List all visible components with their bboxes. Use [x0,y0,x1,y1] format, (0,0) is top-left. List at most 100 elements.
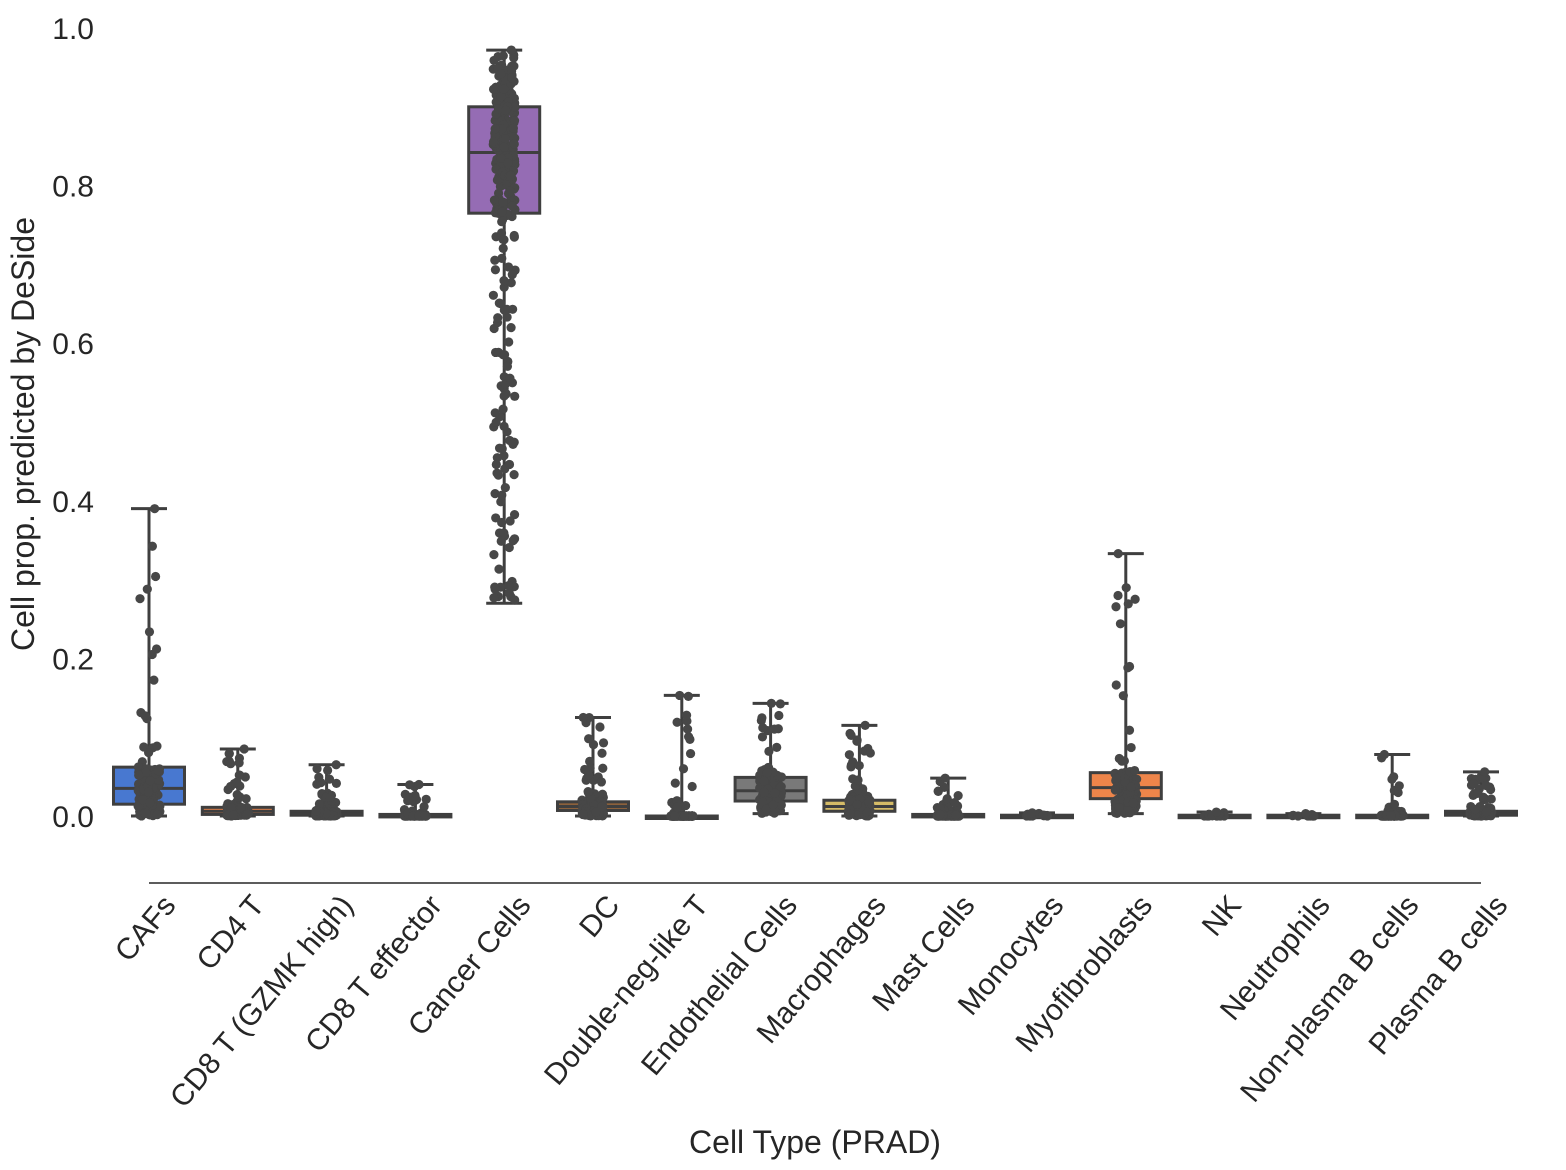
data-point [670,778,680,788]
data-point [583,787,593,797]
data-point [1481,807,1492,817]
data-point [844,750,854,760]
data-point [504,580,514,591]
data-point [679,811,690,821]
box-group [1444,767,1518,821]
data-point [578,712,588,723]
box-group [1000,808,1074,821]
x-tick-label: DC [573,889,626,943]
data-point [488,84,499,94]
data-point [1470,804,1480,815]
data-point [766,698,776,708]
y-axis: 0.0 0.2 0.4 0.6 0.8 1.0 [52,13,94,834]
data-point [1386,811,1396,821]
data-point [758,723,768,733]
box-group [1177,807,1252,821]
data-point [498,404,508,414]
data-point [241,794,251,804]
box-group [733,698,808,818]
data-point [501,105,511,115]
data-point [493,104,503,114]
data-point [239,744,249,754]
data-point [150,571,161,582]
y-tick-label: 0.8 [52,171,94,204]
data-point [506,278,516,288]
data-point [234,758,244,768]
data-point [864,796,874,807]
y-tick-label: 0.4 [52,486,94,519]
data-point [1379,749,1389,760]
data-point [509,470,519,480]
data-point [414,779,424,790]
data-point [683,691,693,701]
data-point [505,171,516,181]
data-point [597,748,607,758]
data-point [499,391,509,401]
box-group [467,45,542,605]
data-point [595,722,605,732]
data-point [145,798,155,808]
data-point [505,373,515,383]
data-point [580,764,590,775]
data-point [1481,780,1491,791]
data-point [141,767,151,777]
data-point [686,811,696,821]
data-point [491,513,501,523]
data-point [497,124,507,134]
data-point [681,710,692,720]
data-point [331,760,341,770]
data-point [507,201,517,211]
y-tick-label: 1.0 [52,13,94,46]
x-tick-label: Double-neg-like T [538,889,715,1091]
data-point [757,732,768,742]
data-point [672,717,682,727]
data-point [505,186,515,196]
data-point [845,809,855,819]
data-point [488,290,498,300]
data-point [504,542,514,553]
data-point [152,741,162,751]
data-point [508,123,518,133]
data-point [497,490,507,500]
data-point [503,262,514,272]
data-point [759,776,769,786]
data-point [1123,599,1133,609]
data-point [499,84,509,94]
data-point [135,594,145,604]
box-group [644,690,719,821]
data-point [153,765,163,776]
data-point [1121,583,1131,593]
y-axis-title: Cell prop. predicted by DeSide [5,217,41,651]
data-point [1389,799,1400,809]
data-point [232,790,242,800]
data-point [950,798,960,808]
data-point [585,756,595,766]
data-point [499,350,510,360]
data-point [498,51,508,61]
data-point [1124,661,1135,672]
data-point [494,298,504,308]
data-point [224,749,234,759]
data-point [136,708,146,718]
data-point [853,775,863,785]
data-point [494,564,504,574]
data-point [491,459,501,470]
data-point [510,595,520,605]
data-point [510,391,520,401]
box-group [112,504,186,821]
data-point [312,764,322,774]
data-point [1308,811,1318,821]
data-point [854,760,864,771]
data-point [770,788,780,798]
data-point [404,793,414,804]
data-point [492,453,502,463]
data-point [496,153,506,164]
data-point [145,775,155,786]
data-point [500,134,511,144]
data-point [508,304,518,314]
data-point [1118,691,1128,701]
data-point [598,763,608,773]
y-tick-label: 0.0 [52,801,94,834]
data-point [490,124,500,134]
